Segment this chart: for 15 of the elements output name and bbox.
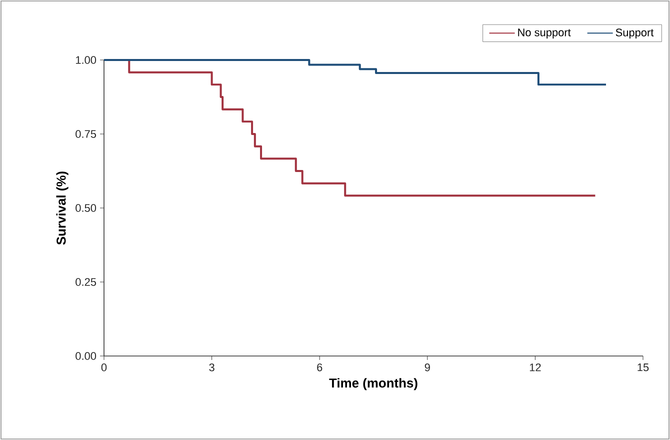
y-tick-label: 0.50 (76, 204, 96, 212)
x-tick-label: 0 (101, 364, 107, 372)
y-tick-label: 0.75 (76, 130, 96, 138)
x-tick-label: 15 (638, 364, 649, 372)
legend-label: No support (518, 28, 571, 38)
x-axis-title: Time (months) (329, 378, 418, 390)
x-tick-label: 6 (317, 364, 322, 372)
y-axis-title: Survival (%) (56, 172, 68, 245)
x-tick-label: 3 (209, 364, 214, 372)
y-tick-label: 0.00 (76, 352, 96, 360)
x-tick-label: 12 (530, 364, 541, 372)
legend-label: Support (616, 28, 654, 39)
x-tick-label: 9 (424, 364, 430, 372)
y-tick-label: 1.00 (76, 56, 96, 64)
y-tick-label: 0.25 (76, 278, 96, 286)
